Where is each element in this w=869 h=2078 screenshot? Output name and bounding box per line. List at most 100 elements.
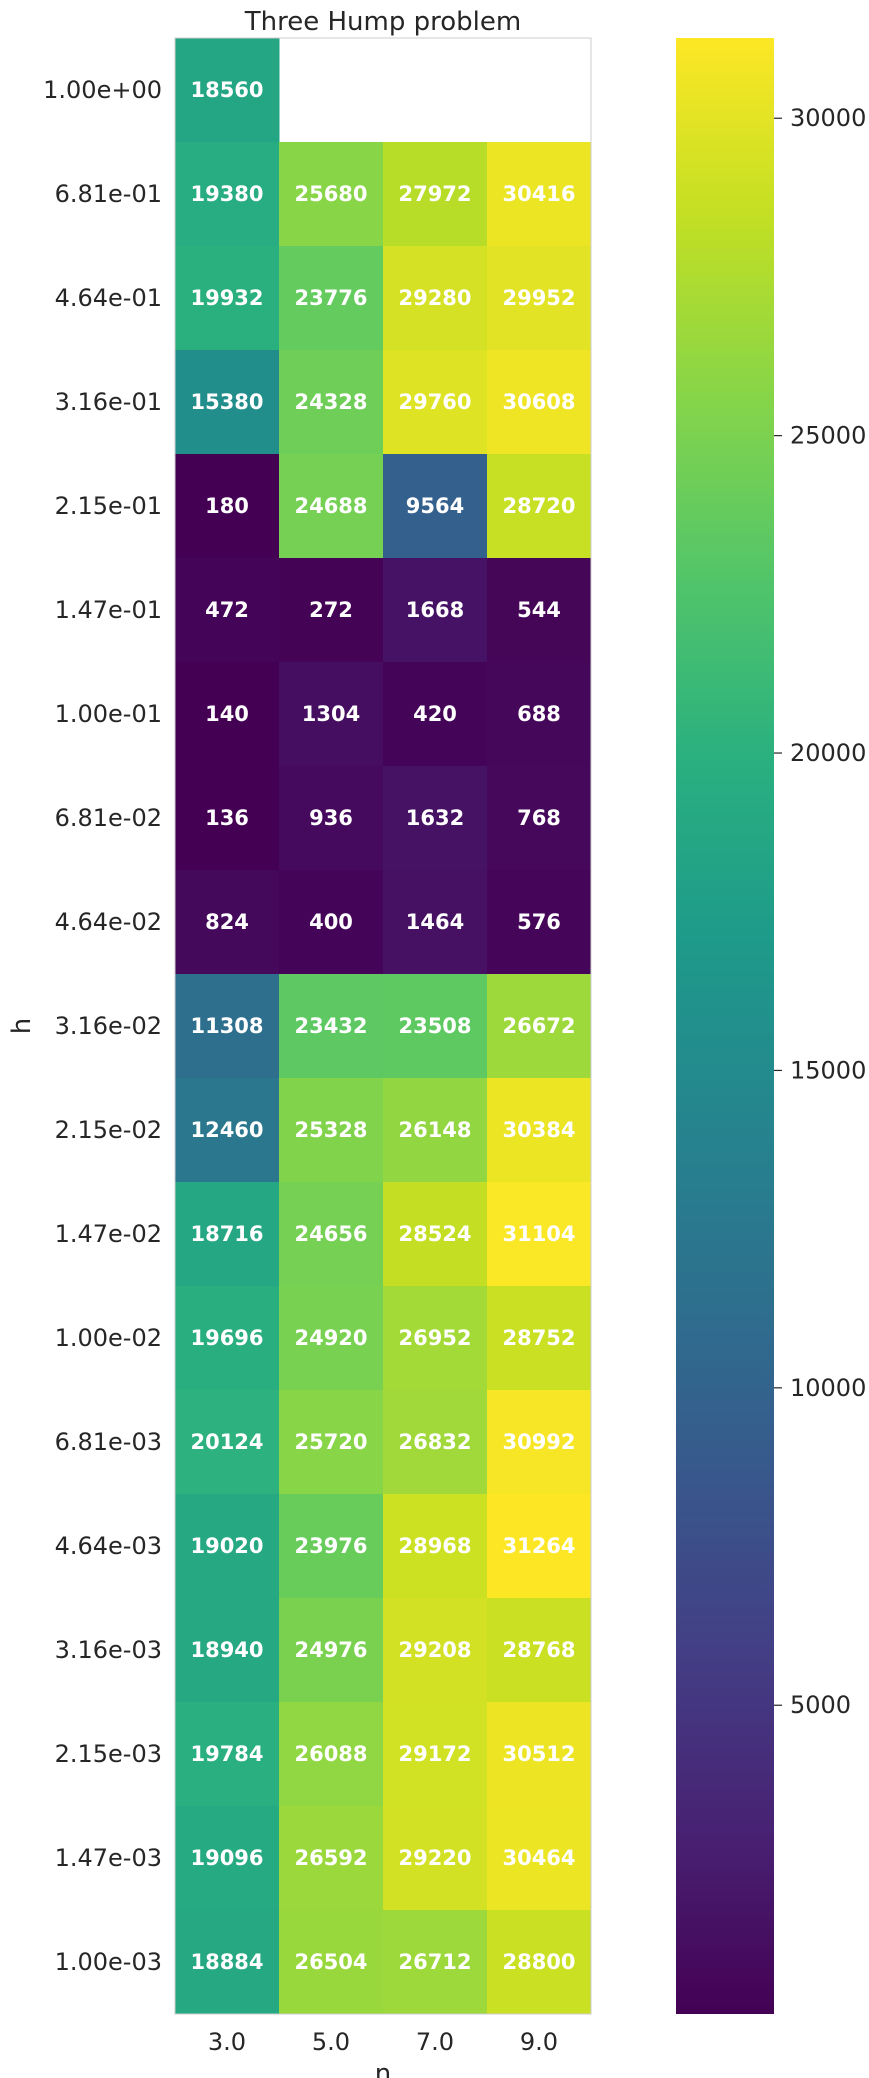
- y-tick-label: 2.15e-03: [55, 1740, 162, 1768]
- heatmap-cell: [487, 870, 592, 975]
- cell-value-label: 12460: [190, 1118, 263, 1142]
- chart-title: Three Hump problem: [244, 7, 521, 37]
- heatmap-cell: [383, 142, 488, 247]
- heatmap-cell: [279, 766, 384, 871]
- cell-value-label: 28800: [502, 1950, 575, 1974]
- cell-value-label: 31104: [502, 1222, 575, 1246]
- cell-value-label: 28720: [502, 494, 575, 518]
- y-axis-label: h: [7, 1018, 37, 1034]
- cell-value-label: 25680: [294, 182, 367, 206]
- heatmap-cell: [175, 1598, 280, 1703]
- heatmap-cell: [487, 1598, 592, 1703]
- heatmap-cell: [175, 974, 280, 1079]
- x-tick-labels: 3.0 5.0 7.0 9.0: [208, 2028, 558, 2056]
- cell-value-label: 30608: [502, 390, 575, 414]
- heatmap-cell: [487, 1182, 592, 1287]
- heatmap-cell: [175, 454, 280, 559]
- cell-value-label: 544: [517, 598, 561, 622]
- cell-value-label: 180: [205, 494, 249, 518]
- cell-value-label: 19696: [190, 1326, 263, 1350]
- cell-value-label: 19096: [190, 1846, 263, 1870]
- heatmap-cell: [175, 870, 280, 975]
- cell-value-label: 19020: [190, 1534, 263, 1558]
- heatmap-cell: [279, 454, 384, 559]
- cell-value-label: 24656: [294, 1222, 367, 1246]
- heatmap-cell: [383, 1806, 488, 1911]
- heatmap-cell: [383, 246, 488, 351]
- cell-value-label: 24920: [294, 1326, 367, 1350]
- colorbar: [676, 38, 774, 2014]
- plot-frame: [174, 37, 592, 2015]
- x-axis-label: n: [375, 2059, 391, 2078]
- cell-value-label: 26504: [294, 1950, 367, 1974]
- cell-value-label: 26712: [398, 1950, 471, 1974]
- cell-value-label: 18884: [190, 1950, 263, 1974]
- cell-value-label: 26952: [398, 1326, 471, 1350]
- heatmap-cell: [279, 1910, 384, 2015]
- y-tick-label: 4.64e-03: [55, 1532, 162, 1560]
- cell-value-label: 30464: [502, 1846, 575, 1870]
- heatmap-cell: [175, 350, 280, 455]
- y-tick-label: 2.15e-02: [55, 1116, 162, 1144]
- y-tick-label: 6.81e-01: [55, 180, 162, 208]
- y-tick-label: 1.00e-01: [55, 700, 162, 728]
- heatmap-cell: [175, 1702, 280, 1807]
- heatmap-cell: [279, 1702, 384, 1807]
- heatmap-cell: [487, 1390, 592, 1495]
- cell-value-label: 29172: [398, 1742, 471, 1766]
- y-tick-label: 4.64e-01: [55, 284, 162, 312]
- heatmap-cell: [175, 1182, 280, 1287]
- heatmap-cell: [383, 766, 488, 871]
- heatmap-cell: [279, 1494, 384, 1599]
- colorbar-tick-label: 15000: [790, 1056, 866, 1084]
- heatmap-cell: [383, 974, 488, 1079]
- x-tick-label: 7.0: [416, 2028, 454, 2056]
- heatmap-cell: [383, 558, 488, 663]
- y-tick-label: 6.81e-02: [55, 804, 162, 832]
- heatmap-cell: [279, 662, 384, 767]
- heatmap-cell: [175, 142, 280, 247]
- cell-value-label: 23776: [294, 286, 367, 310]
- cell-value-label: 26672: [502, 1014, 575, 1038]
- heatmap-cell: [175, 1806, 280, 1911]
- cell-value-label: 19380: [190, 182, 263, 206]
- cell-value-label: 26832: [398, 1430, 471, 1454]
- cell-value-label: 23976: [294, 1534, 367, 1558]
- cell-value-label: 272: [309, 598, 353, 622]
- heatmap-cell: [175, 662, 280, 767]
- heatmap-cell: [487, 142, 592, 247]
- heatmap-cell: [383, 1702, 488, 1807]
- cell-value-label: 31264: [502, 1534, 575, 1558]
- heatmap-cell: [383, 454, 488, 559]
- heatmap-cell: [175, 246, 280, 351]
- heatmap-cells: 18560 19380 25680 27972 30416 19932 23776 29280…: [175, 38, 592, 2015]
- heatmap-cell: [487, 246, 592, 351]
- cell-value-label: 936: [309, 806, 353, 830]
- y-tick-label: 3.16e-03: [55, 1636, 162, 1664]
- colorbar-ticks: 5000 10000 15000 20000 25000 30000: [774, 104, 866, 1719]
- heatmap-cell: [383, 1910, 488, 2015]
- cell-value-label: 1464: [406, 910, 464, 934]
- colorbar-tick-label: 30000: [790, 104, 866, 132]
- cell-value-label: 26148: [398, 1118, 471, 1142]
- cell-value-label: 28968: [398, 1534, 471, 1558]
- heatmap-cell: [487, 1494, 592, 1599]
- heatmap-cell: [175, 1910, 280, 2015]
- cell-value-label: 18716: [190, 1222, 263, 1246]
- cell-value-label: 1668: [406, 598, 464, 622]
- cell-value-label: 29952: [502, 286, 575, 310]
- heatmap-cell: [279, 1390, 384, 1495]
- heatmap-cell: [487, 662, 592, 767]
- heatmap-cell: [175, 766, 280, 871]
- cell-value-label: 26592: [294, 1846, 367, 1870]
- colorbar-tick-label: 5000: [790, 1691, 851, 1719]
- cell-value-label: 28524: [398, 1222, 471, 1246]
- heatmap-cell: [383, 350, 488, 455]
- cell-value-label: 140: [205, 702, 249, 726]
- heatmap-cell: [487, 766, 592, 871]
- heatmap-cell: [487, 454, 592, 559]
- cell-value-label: 576: [517, 910, 561, 934]
- y-tick-label: 1.00e+00: [43, 76, 162, 104]
- heatmap-cell: [279, 142, 384, 247]
- heatmap-cell: [175, 1078, 280, 1183]
